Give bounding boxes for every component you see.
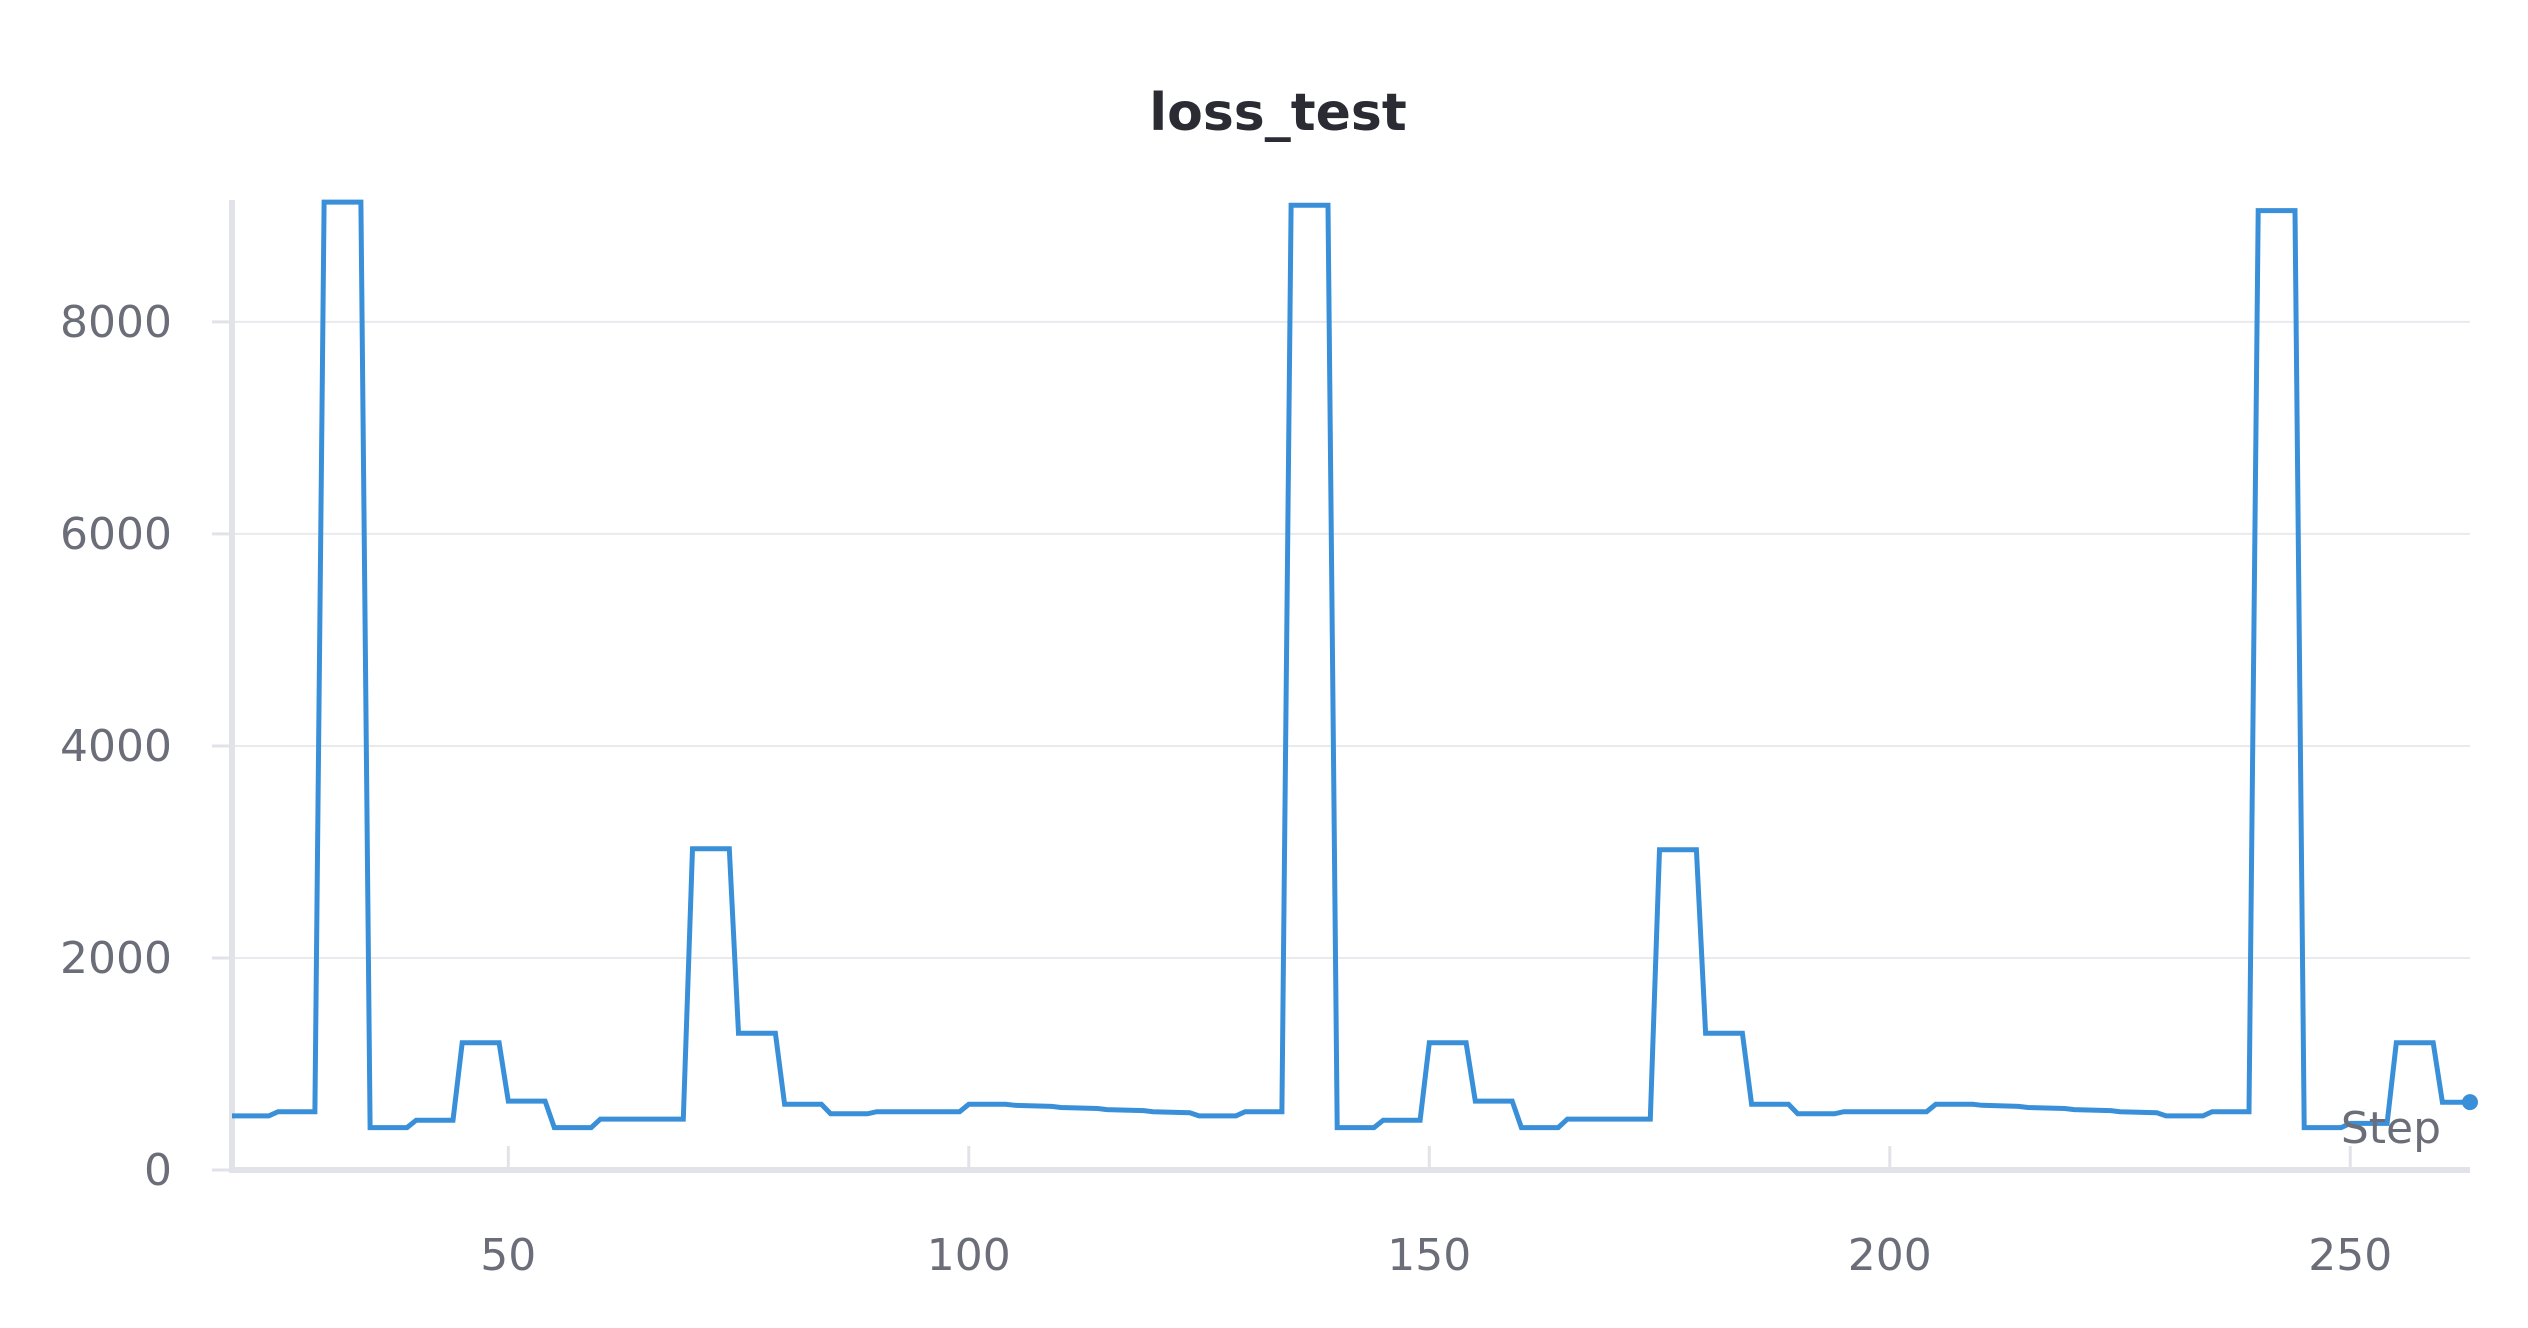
- x-tick-label: 50: [480, 1230, 536, 1281]
- x-tick-label: 250: [2308, 1230, 2392, 1281]
- series-line-0: [232, 199, 2470, 1131]
- y-tick-label: 8000: [60, 297, 172, 348]
- series-layer: [232, 199, 2478, 1131]
- tick-labels: 0 2000 4000 6000 8000 50 100 150 200 250: [60, 297, 2392, 1281]
- x-axis-label: Step: [2341, 1103, 2441, 1154]
- y-tick-label: 6000: [60, 509, 172, 560]
- y-tick-label: 2000: [60, 933, 172, 984]
- chart-title: loss_test: [1149, 83, 1406, 143]
- axes: [212, 200, 2470, 1173]
- x-tick-label: 150: [1387, 1230, 1471, 1281]
- x-tick-label: 100: [927, 1230, 1011, 1281]
- grid-lines: [232, 320, 2470, 959]
- y-tick-label: 0: [144, 1145, 172, 1196]
- y-tick-label: 4000: [60, 721, 172, 772]
- x-tick-label: 200: [1848, 1230, 1932, 1281]
- series-end-point: [2462, 1094, 2478, 1111]
